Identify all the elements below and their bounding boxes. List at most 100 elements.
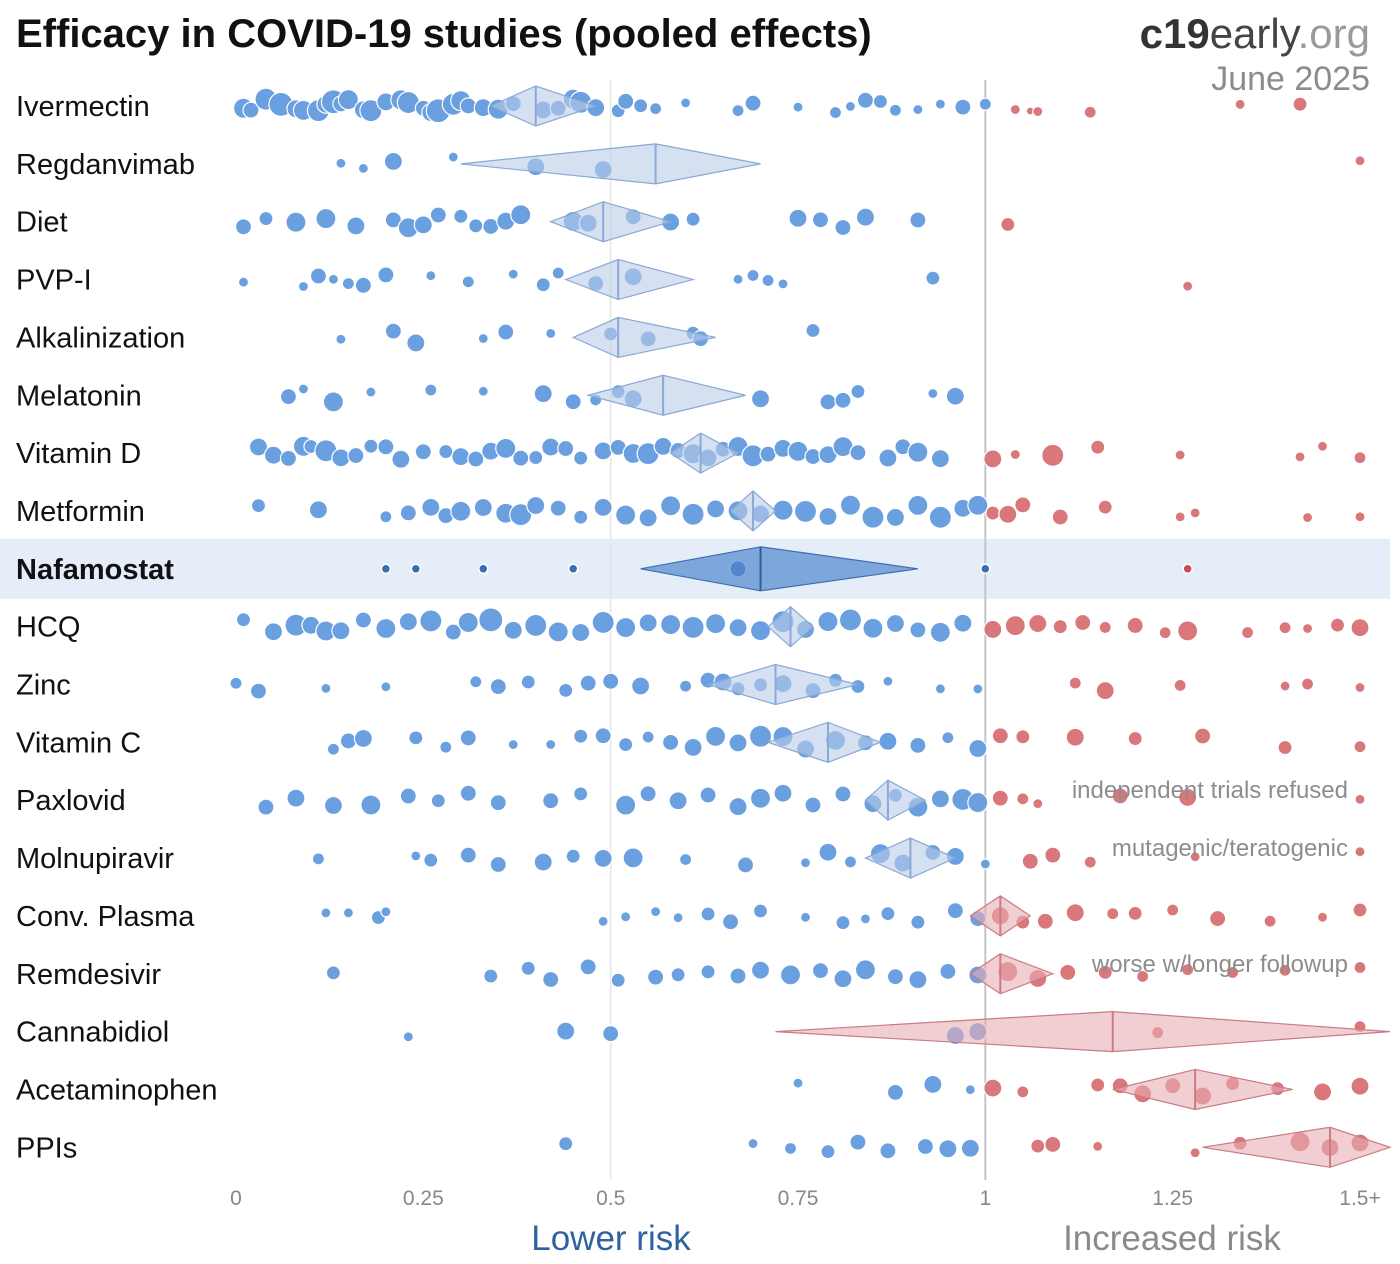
x-tick-label: 1.25 xyxy=(1152,1187,1193,1210)
brand-part-1: c19 xyxy=(1140,10,1210,57)
study-point xyxy=(804,796,822,814)
x-axis-ticks: 0 0.25 0.5 0.75 1 1.25 1.5+ xyxy=(230,1187,1381,1210)
study-point xyxy=(279,449,298,468)
study-point xyxy=(459,784,477,802)
row-conv-plasma xyxy=(320,895,1368,937)
study-point xyxy=(545,738,557,751)
row-ivermectin xyxy=(232,85,1308,127)
study-point xyxy=(983,1078,1003,1098)
study-point xyxy=(704,725,727,747)
study-point xyxy=(991,727,1009,745)
study-point xyxy=(641,730,655,744)
study-point xyxy=(747,1137,759,1150)
study-point xyxy=(573,450,589,466)
study-point xyxy=(545,327,557,340)
study-point xyxy=(520,674,536,690)
study-point xyxy=(820,1143,836,1160)
study-point xyxy=(402,1031,414,1043)
study-point xyxy=(439,740,453,754)
study-point xyxy=(429,206,447,224)
study-point xyxy=(1032,105,1044,118)
study-point xyxy=(258,210,274,227)
study-point xyxy=(430,793,446,809)
study-point xyxy=(375,617,397,640)
rows-layer xyxy=(229,85,1392,1168)
study-point xyxy=(964,1084,976,1096)
x-tick-label: 0.75 xyxy=(778,1187,819,1210)
study-point xyxy=(242,101,260,119)
study-point xyxy=(805,322,821,339)
study-point xyxy=(681,615,705,639)
study-point xyxy=(419,609,443,633)
study-point xyxy=(353,728,373,749)
study-point xyxy=(354,276,372,294)
study-point xyxy=(862,617,884,639)
study-point xyxy=(257,798,275,816)
study-point xyxy=(850,678,866,695)
study-point xyxy=(650,906,662,918)
study-point xyxy=(610,972,626,988)
row-vitamin-c xyxy=(326,721,1367,763)
study-point xyxy=(1092,1140,1104,1152)
study-point xyxy=(779,964,802,986)
row-label-alkalinization: Alkalinization xyxy=(16,322,185,354)
study-point xyxy=(1240,625,1255,640)
study-point xyxy=(1277,739,1293,756)
study-point xyxy=(660,495,682,517)
study-point xyxy=(263,622,284,642)
study-point xyxy=(1074,613,1092,632)
study-point xyxy=(856,91,875,109)
x-tick-label: 1 xyxy=(979,1187,991,1210)
study-point xyxy=(946,902,964,920)
study-point xyxy=(972,683,984,695)
study-point xyxy=(573,786,589,802)
study-point xyxy=(615,616,637,639)
x-tick-label: 0.5 xyxy=(596,1187,625,1210)
pooled-effect-diamond xyxy=(571,316,716,359)
study-point xyxy=(934,683,946,695)
pooled-effect-diamond xyxy=(640,546,918,592)
study-point xyxy=(1111,787,1129,805)
study-point xyxy=(380,681,392,693)
row-label-paxlovid: Paxlovid xyxy=(16,785,126,817)
row-labels: Ivermectin Regdanvimab Diet PVP-I Alkaliniza… xyxy=(16,91,218,1164)
study-point xyxy=(421,497,441,517)
pooled-effect-diamond xyxy=(585,374,746,416)
study-point xyxy=(533,384,553,404)
study-point xyxy=(234,218,253,236)
study-point xyxy=(399,504,417,522)
study-point xyxy=(908,970,928,990)
study-point xyxy=(818,842,838,862)
study-point xyxy=(615,794,637,816)
study-point xyxy=(602,1025,620,1043)
study-point xyxy=(699,786,717,804)
study-point xyxy=(1000,216,1016,233)
study-point xyxy=(622,847,644,869)
study-point xyxy=(728,797,748,817)
study-point xyxy=(1194,727,1212,745)
study-point xyxy=(567,563,579,575)
study-point xyxy=(728,618,748,638)
study-point xyxy=(939,962,957,981)
study-point xyxy=(1083,855,1097,869)
study-point xyxy=(323,795,344,816)
row-label-vitamin-c: Vitamin C xyxy=(16,727,141,759)
study-point xyxy=(647,968,665,986)
row-label-molnupiravir: Molnupiravir xyxy=(16,843,174,875)
study-point xyxy=(444,623,462,641)
study-point xyxy=(250,497,267,514)
study-point xyxy=(985,505,1001,521)
annotation-paxlovid: independent trials refused xyxy=(1072,777,1348,804)
study-point xyxy=(473,497,493,518)
study-point xyxy=(1051,508,1069,526)
study-point xyxy=(1021,852,1039,870)
pooled-effect-diamond xyxy=(969,953,1055,995)
study-point xyxy=(1090,439,1106,455)
study-point xyxy=(413,215,433,235)
study-point xyxy=(923,1074,943,1095)
study-point xyxy=(594,727,612,745)
study-point xyxy=(855,207,876,227)
study-point xyxy=(547,621,569,643)
study-point xyxy=(1301,622,1314,635)
study-point xyxy=(1279,680,1291,692)
